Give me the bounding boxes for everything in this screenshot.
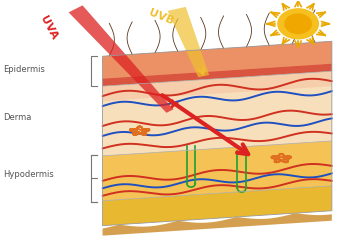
- Text: Hypodermis: Hypodermis: [3, 170, 54, 179]
- Polygon shape: [103, 71, 332, 101]
- Text: UVA: UVA: [38, 14, 59, 41]
- Polygon shape: [103, 64, 332, 86]
- Text: Derma: Derma: [3, 113, 31, 122]
- Text: Epidermis: Epidermis: [3, 66, 45, 74]
- Polygon shape: [168, 7, 209, 77]
- Polygon shape: [103, 186, 332, 226]
- Polygon shape: [103, 213, 332, 236]
- Polygon shape: [103, 141, 332, 201]
- Polygon shape: [103, 41, 332, 79]
- Circle shape: [285, 14, 311, 34]
- Polygon shape: [103, 41, 332, 86]
- Text: UVB: UVB: [148, 8, 175, 27]
- Circle shape: [278, 9, 318, 39]
- Polygon shape: [103, 71, 332, 156]
- Polygon shape: [69, 5, 173, 113]
